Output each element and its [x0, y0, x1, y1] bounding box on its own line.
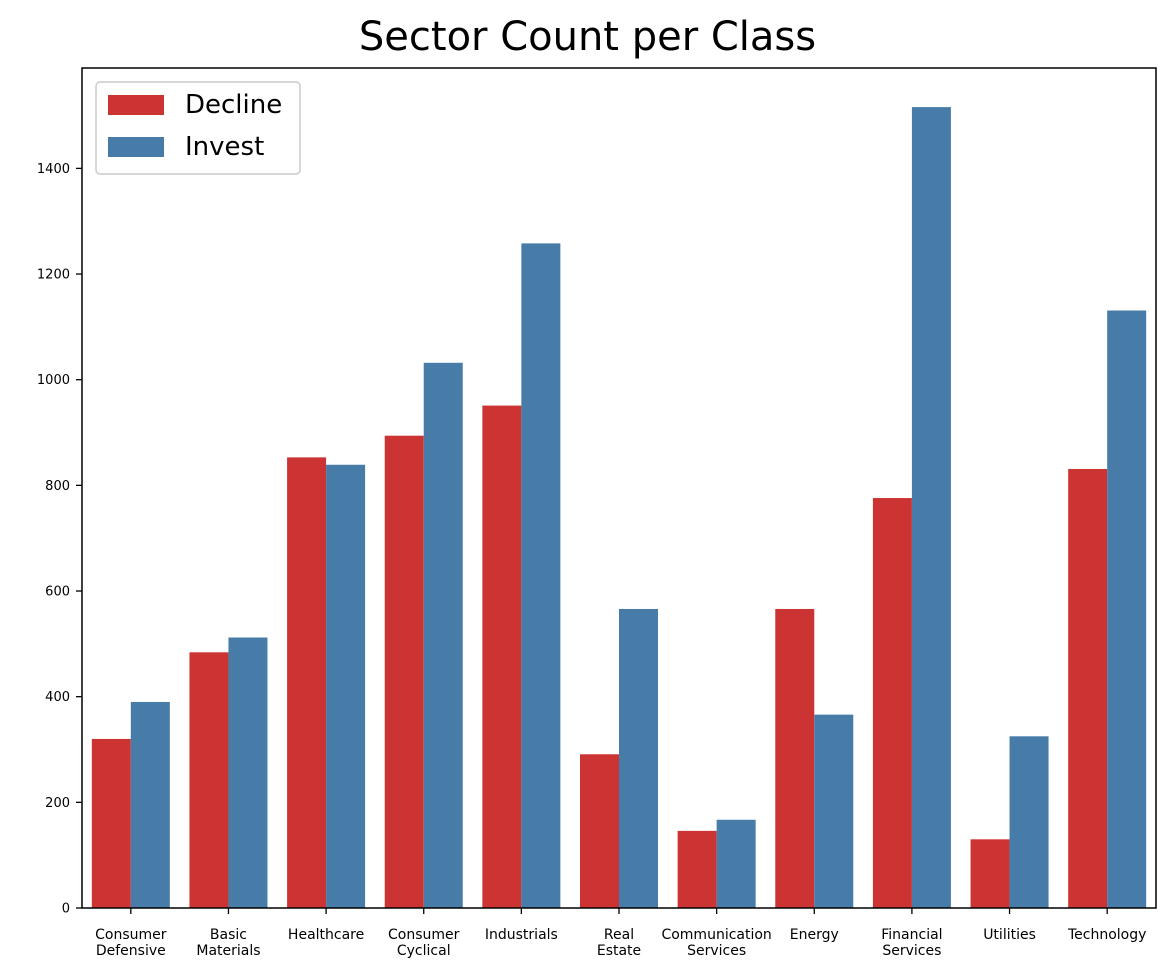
y-tick-label: 800 [45, 479, 70, 494]
bar-decline-3 [384, 435, 424, 908]
bar-decline-8 [872, 498, 912, 908]
x-tick-label: Real Estate [597, 927, 641, 959]
bar-invest-1 [228, 637, 268, 908]
x-tick-label: Financial Services [881, 927, 942, 959]
x-tick-label: Communication Services [661, 927, 771, 959]
bar-decline-6 [677, 830, 717, 908]
bar-invest-9 [1009, 736, 1049, 908]
bar-decline-5 [580, 754, 619, 908]
x-tick-label: Consumer Defensive [95, 927, 167, 959]
bar-decline-0 [91, 738, 131, 908]
bar-invest-5 [619, 608, 658, 908]
bar-invest-2 [326, 464, 366, 908]
bar-invest-6 [716, 819, 756, 908]
chart-title: Sector Count per Class [358, 14, 817, 60]
y-tick-label: 0 [62, 902, 70, 917]
legend-swatch-invest [108, 137, 164, 157]
bar-decline-7 [775, 608, 815, 908]
x-tick-label: Technology [1067, 927, 1146, 943]
y-tick-label: 400 [45, 690, 70, 705]
bar-decline-2 [287, 457, 327, 908]
x-tick-label: Healthcare [288, 927, 364, 943]
bar-decline-4 [482, 405, 522, 908]
bar-invest-0 [130, 701, 170, 908]
legend-swatch-decline [108, 95, 164, 115]
bar-invest-7 [814, 714, 854, 908]
y-tick-label: 1400 [37, 162, 70, 177]
x-tick-label: Energy [790, 927, 839, 943]
legend-label-invest: Invest [185, 132, 264, 162]
y-tick-label: 600 [45, 585, 70, 600]
bar-invest-10 [1107, 310, 1147, 908]
x-tick-label: Basic Materials [196, 927, 260, 959]
bar-invest-8 [911, 107, 951, 908]
y-tick-label: 200 [45, 796, 70, 811]
bar-decline-9 [970, 839, 1010, 908]
x-tick-label: Utilities [983, 927, 1036, 943]
x-tick-label: Consumer Cyclical [388, 927, 460, 959]
bar-invest-3 [423, 362, 463, 908]
x-tick-label: Industrials [485, 927, 558, 943]
legend-label-decline: Decline [185, 90, 282, 120]
bar-decline-10 [1068, 468, 1108, 908]
bar-invest-4 [521, 243, 561, 908]
y-tick-label: 1000 [37, 373, 70, 388]
y-tick-label: 1200 [37, 268, 70, 283]
bar-decline-1 [189, 652, 229, 908]
